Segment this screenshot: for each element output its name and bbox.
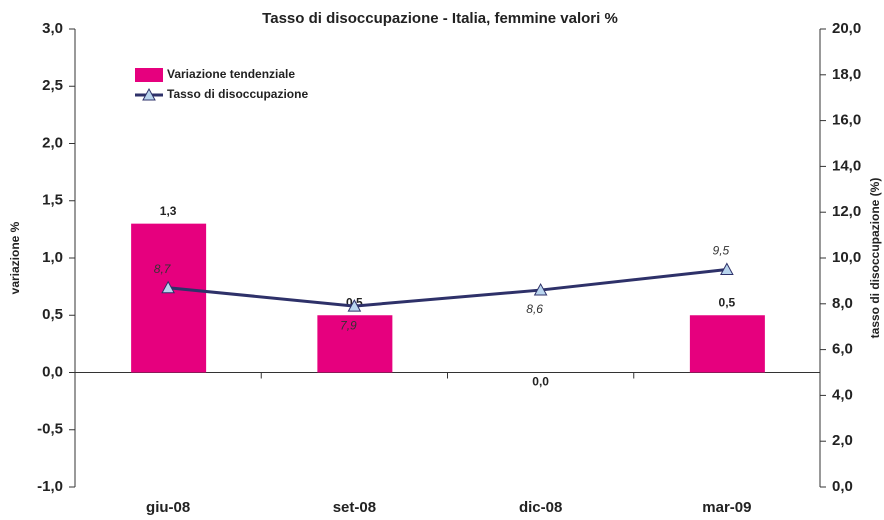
y-tick-label: -0,5 [37, 421, 63, 438]
y-tick-label: 1,0 [42, 249, 63, 266]
y2-tick-label: 4,0 [832, 386, 853, 403]
y-tick-label: 3,0 [42, 20, 63, 37]
x-tick-label: giu-08 [146, 499, 190, 516]
data-label: 1,3 [160, 204, 177, 218]
legend-label: Tasso di disoccupazione [167, 87, 308, 101]
data-label: 0,0 [532, 375, 549, 389]
y2-tick-label: 0,0 [832, 478, 853, 495]
marker [720, 262, 734, 275]
x-tick-label: dic-08 [519, 499, 562, 516]
y-tick-label: 2,5 [42, 77, 63, 94]
chart-title: Tasso di disoccupazione - Italia, femmin… [262, 10, 618, 27]
line [167, 267, 728, 308]
y-tick-label: 1,5 [42, 192, 63, 209]
x-tick-label: mar-09 [702, 499, 751, 516]
bar [131, 223, 207, 373]
y2-tick-label: 20,0 [832, 20, 861, 37]
data-label: 8,6 [526, 302, 543, 316]
bar [317, 315, 393, 373]
y-tick-label: 0,5 [42, 306, 63, 323]
bar [689, 315, 765, 373]
y2-tick-label: 6,0 [832, 341, 853, 358]
data-label: 7,9 [340, 318, 357, 332]
y2-tick-label: 18,0 [832, 66, 861, 83]
y2-axis-label: tasso di disoccupazione (%) [868, 178, 882, 339]
legend-swatch [135, 68, 163, 82]
data-label: 8,7 [154, 262, 172, 276]
marker [161, 280, 175, 294]
y2-tick-label: 2,0 [832, 432, 853, 449]
data-label: 0,5 [719, 295, 736, 309]
legend-label: Variazione tendenziale [167, 67, 295, 81]
y-tick-label: 2,0 [42, 134, 63, 151]
y-tick-label: -1,0 [37, 478, 63, 495]
x-tick-label: set-08 [333, 499, 376, 516]
y2-tick-label: 12,0 [832, 203, 861, 220]
marker [533, 283, 548, 296]
y2-tick-label: 14,0 [832, 157, 861, 174]
y2-tick-label: 16,0 [832, 112, 861, 129]
y-axis-label: variazione % [8, 221, 22, 294]
data-label: 9,5 [713, 244, 730, 258]
marker [347, 299, 362, 312]
y-tick-label: 0,0 [42, 363, 63, 380]
y2-tick-label: 8,0 [832, 295, 853, 312]
legend-marker [142, 87, 156, 101]
y2-tick-label: 10,0 [832, 249, 861, 266]
